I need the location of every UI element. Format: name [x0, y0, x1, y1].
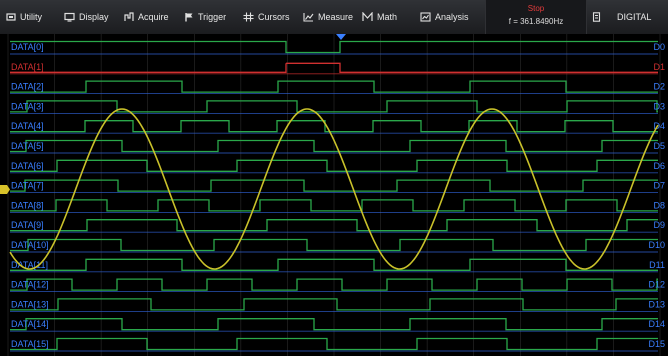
channel-id-4: D4 — [653, 121, 665, 131]
trigger-flag-icon — [185, 13, 193, 22]
cursors-icon — [243, 12, 254, 22]
digital-icon — [592, 12, 601, 22]
menu-trigger-label: Trigger — [198, 12, 227, 22]
channel-id-9: D9 — [653, 220, 665, 230]
channel-label-2[interactable]: DATA[2] — [11, 82, 44, 92]
digital-trace-0 — [10, 40, 658, 54]
digital-trace-6 — [10, 159, 658, 172]
menu-math-label: Math — [377, 12, 398, 22]
digital-traces — [10, 40, 658, 352]
channel-id-2: D2 — [653, 82, 665, 92]
menu-measure-label: Measure — [318, 12, 354, 22]
waveform-display[interactable]: DATA[0] DATA[1] DATA[2] DATA[3] DATA[4] DATA[… — [0, 34, 668, 356]
digital-trace-3 — [10, 100, 658, 113]
menu-acquire-label: Acquire — [138, 12, 169, 22]
menu-utility-label: Utility — [20, 12, 42, 22]
menu-cursors-label: Cursors — [258, 12, 290, 22]
channel-id-1: D1 — [653, 62, 665, 72]
channel-label-3[interactable]: DATA[3] — [11, 101, 44, 111]
menu-analysis-label: Analysis — [435, 12, 469, 22]
menu-utility[interactable]: Utility — [6, 0, 42, 34]
run-state: Stop — [527, 4, 545, 13]
channel-id-3: D3 — [653, 101, 665, 111]
digital-trace-12 — [10, 278, 658, 291]
menu-analysis[interactable]: Analysis — [420, 0, 469, 34]
channel-labels-left: DATA[0] DATA[1] DATA[2] DATA[3] DATA[4] DATA[… — [11, 42, 49, 349]
channel-id-8: D8 — [653, 200, 665, 210]
menu-measure[interactable]: Measure — [303, 0, 353, 34]
frequency-readout: f = 361.8490Hz — [508, 17, 564, 26]
channel-label-14[interactable]: DATA[14] — [11, 319, 49, 329]
channel-label-7[interactable]: DATA[7] — [11, 181, 44, 191]
menu-digital-label: DIGITAL — [617, 12, 652, 22]
menu-trigger[interactable]: Trigger — [184, 0, 226, 34]
channel-id-10: D10 — [648, 240, 665, 250]
digital-trace-4 — [10, 120, 658, 133]
digital-trace-9 — [10, 219, 658, 232]
menu-cursors[interactable]: Cursors — [243, 0, 290, 34]
channel-id-13: D13 — [648, 299, 665, 309]
channel-label-4[interactable]: DATA[4] — [11, 121, 44, 131]
channel-label-8[interactable]: DATA[8] — [11, 200, 44, 210]
digital-trace-2 — [10, 80, 658, 93]
measure-icon — [303, 13, 314, 22]
channel-id-5: D5 — [653, 141, 665, 151]
menu-display[interactable]: Display — [64, 0, 109, 34]
channel-id-15: D15 — [648, 339, 665, 349]
grid — [7, 34, 661, 356]
channel-id-11: D11 — [649, 260, 665, 270]
digital-trace-7 — [10, 179, 658, 192]
channel-id-6: D6 — [653, 161, 665, 171]
trigger-position-marker[interactable] — [336, 34, 346, 40]
analysis-icon — [420, 12, 431, 22]
channel-label-0[interactable]: DATA[0] — [11, 42, 44, 52]
channel-label-9[interactable]: DATA[9] — [11, 220, 44, 230]
channel-label-13[interactable]: DATA[13] — [11, 299, 49, 309]
digital-trace-8 — [10, 199, 658, 212]
analog-trace — [9, 108, 659, 270]
channel-label-6[interactable]: DATA[6] — [11, 161, 44, 171]
menu-acquire[interactable]: Acquire — [124, 0, 169, 34]
digital-trace-13 — [10, 298, 658, 311]
menu-bar: Utility Display Acquire Trigger Cursors — [0, 0, 668, 35]
status-box: Stop f = 361.8490Hz — [485, 0, 587, 34]
channel-id-7: D7 — [653, 181, 665, 191]
channel-labels-right: D0 D1 D2 D3 D4 D5 D6 D7 D8 D9 D10 D11 D12 D13 D14 D15 — [648, 42, 665, 349]
channel-id-14: D14 — [648, 319, 665, 329]
channel-label-15[interactable]: DATA[15] — [11, 339, 49, 349]
channel-label-11[interactable]: DATA[11] — [11, 260, 48, 270]
display-icon — [64, 12, 75, 22]
acquire-icon — [124, 12, 134, 21]
math-icon — [362, 12, 373, 21]
digital-trace-15 — [10, 337, 658, 351]
channel-id-12: D12 — [648, 280, 665, 290]
channel-label-5[interactable]: DATA[5] — [11, 141, 44, 151]
digital-trace-1 — [10, 62, 658, 73]
menu-math[interactable]: Math — [362, 0, 397, 34]
digital-trace-11 — [10, 258, 658, 271]
menu-digital[interactable]: DIGITAL — [592, 0, 651, 34]
digital-trace-10 — [10, 238, 658, 252]
channel-label-1[interactable]: DATA[1] — [11, 62, 44, 72]
digital-trace-14 — [10, 318, 658, 331]
channel-label-12[interactable]: DATA[12] — [11, 280, 49, 290]
trigger-level-marker[interactable] — [0, 185, 10, 194]
digital-trace-5 — [10, 139, 658, 153]
channel-id-0: D0 — [653, 42, 665, 52]
channel-label-10[interactable]: DATA[10] — [11, 240, 49, 250]
menu-display-label: Display — [79, 12, 109, 22]
utility-icon — [6, 13, 16, 21]
